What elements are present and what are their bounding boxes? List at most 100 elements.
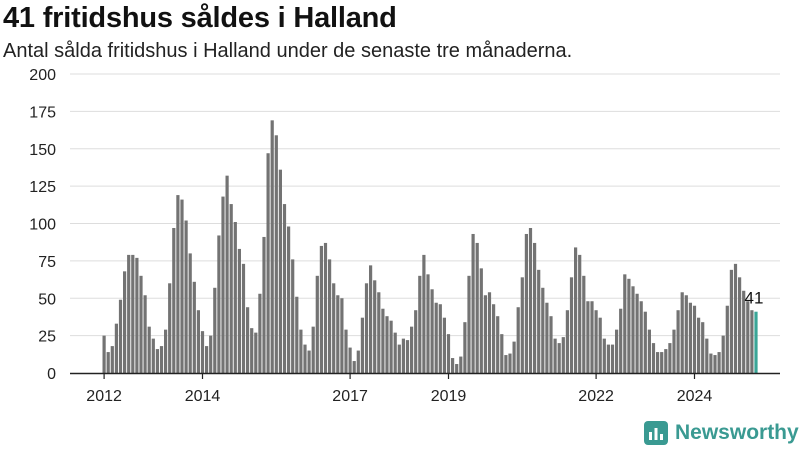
bar <box>397 344 401 373</box>
bar <box>656 352 660 373</box>
x-tick-label: 2024 <box>677 388 713 405</box>
bar <box>348 347 352 373</box>
chart-title: 41 fritidshus såldes i Halland <box>3 2 397 34</box>
bar <box>352 361 356 373</box>
bar <box>446 334 451 373</box>
last-value-label: 41 <box>745 289 764 308</box>
bar <box>258 293 262 373</box>
bar <box>340 298 344 373</box>
bar <box>586 301 590 373</box>
bar <box>631 286 635 373</box>
bar <box>299 329 303 373</box>
x-tick-label: 2022 <box>578 388 614 405</box>
newsworthy-logo: Newsworthy <box>644 419 799 447</box>
bar <box>221 196 225 373</box>
bar <box>213 287 217 373</box>
bar <box>537 269 541 373</box>
y-tick-label: 125 <box>29 179 56 196</box>
bar <box>172 227 176 373</box>
bar <box>660 352 664 373</box>
bar <box>401 338 405 373</box>
bar <box>127 254 131 373</box>
bar <box>303 344 307 373</box>
bar <box>615 329 619 373</box>
bar <box>684 295 688 373</box>
bar <box>467 275 471 373</box>
brand-name: Newsworthy <box>675 421 799 444</box>
bar <box>492 304 496 373</box>
bar <box>504 355 508 373</box>
bar <box>697 317 701 373</box>
bar <box>176 195 180 373</box>
bar <box>750 310 754 373</box>
bar <box>516 307 520 373</box>
bar <box>225 175 229 373</box>
bar <box>463 322 467 373</box>
bar <box>578 254 582 373</box>
bar <box>598 317 602 373</box>
bar <box>557 343 561 373</box>
y-tick-label: 100 <box>29 217 56 234</box>
bar <box>524 233 528 373</box>
bar <box>479 268 483 373</box>
bar <box>410 326 414 373</box>
bar <box>651 343 656 373</box>
bar <box>594 310 598 373</box>
bar <box>688 302 692 373</box>
chart-subtitle: Antal sålda fritidshus i Halland under d… <box>3 40 573 62</box>
bar <box>323 242 328 373</box>
bar <box>332 283 336 373</box>
bar <box>364 283 369 373</box>
bar <box>381 308 385 373</box>
bar <box>713 355 717 373</box>
bar <box>643 311 647 373</box>
bar <box>405 340 410 373</box>
bar <box>192 281 196 373</box>
bar <box>266 153 270 373</box>
bar <box>541 287 545 373</box>
y-tick-label: 25 <box>38 329 56 346</box>
bar <box>200 331 205 373</box>
bar <box>291 259 295 373</box>
bar <box>746 301 750 373</box>
bar <box>274 135 278 373</box>
bar <box>135 257 139 373</box>
bar <box>360 317 364 373</box>
bar <box>241 263 246 373</box>
bar <box>545 302 549 373</box>
y-tick-label: 75 <box>38 254 56 271</box>
bar <box>123 271 127 373</box>
bar <box>738 277 742 373</box>
bar <box>217 235 221 373</box>
x-tick-label: 2012 <box>86 388 122 405</box>
bar <box>619 308 623 373</box>
bar <box>508 353 512 373</box>
bar <box>569 277 574 373</box>
bar <box>159 346 164 373</box>
bar <box>184 220 188 373</box>
bar <box>262 236 266 373</box>
y-tick-label: 50 <box>38 291 56 308</box>
bar <box>311 326 315 373</box>
bar-chart-logo-icon <box>644 421 668 445</box>
bar <box>155 349 159 373</box>
bar <box>188 253 192 373</box>
bar <box>422 254 426 373</box>
bar <box>250 328 254 373</box>
bar <box>418 275 422 373</box>
bar <box>414 310 418 373</box>
bar <box>602 338 606 373</box>
bar <box>393 332 397 373</box>
bar <box>246 307 250 373</box>
bar <box>705 338 709 373</box>
bar <box>295 296 299 373</box>
x-tick-label: 2014 <box>185 388 221 405</box>
bar <box>647 329 651 373</box>
bar <box>692 305 697 373</box>
bar <box>426 274 430 373</box>
bar <box>512 341 516 373</box>
bar <box>742 290 746 373</box>
bar <box>553 338 557 373</box>
bar <box>196 310 200 373</box>
bar <box>356 350 360 373</box>
